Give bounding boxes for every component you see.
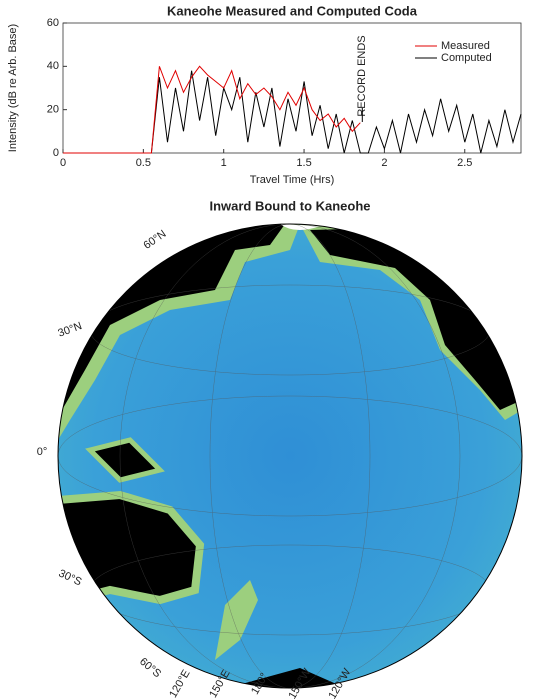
x-axis-label: Travel Time (Hrs) (250, 174, 335, 186)
y-tick-label: 60 (47, 17, 59, 29)
lat-label: 0° (37, 446, 48, 458)
y-tick-label: 0 (53, 147, 59, 159)
legend-label: Computed (441, 52, 492, 64)
lat-label: 30°N (56, 320, 83, 340)
y-axis-label: Intensity (dB re Arb. Base) (7, 24, 19, 152)
x-tick-label: 1.5 (296, 157, 311, 169)
x-tick-label: 0 (60, 157, 66, 169)
x-tick-label: 2.5 (457, 157, 472, 169)
land-islands (85, 437, 165, 483)
map: Inward Bound to Kaneohe 60°N 30°N 0° 30°S 60… (37, 198, 523, 700)
annotation: RECORD ENDS (356, 35, 368, 116)
chart-title: Kaneohe Measured and Computed Coda (167, 3, 418, 18)
lat-label: 60°N (141, 228, 168, 252)
map-title: Inward Bound to Kaneohe (209, 198, 370, 213)
land-nz (215, 580, 258, 660)
y-tick-label: 20 (47, 104, 59, 116)
lat-label: 60°S (137, 656, 163, 681)
legend-label: Measured (441, 40, 490, 52)
legend-box (411, 36, 507, 66)
x-tick-label: 1 (221, 157, 227, 169)
globe-outline (57, 223, 523, 689)
line-series (63, 65, 361, 154)
y-tick-label: 40 (47, 60, 59, 72)
x-tick-label: 0.5 (136, 157, 151, 169)
lat-label: 30°S (57, 567, 84, 588)
x-tick-label: 2 (381, 157, 387, 169)
lon-label: 120°E (167, 668, 192, 700)
